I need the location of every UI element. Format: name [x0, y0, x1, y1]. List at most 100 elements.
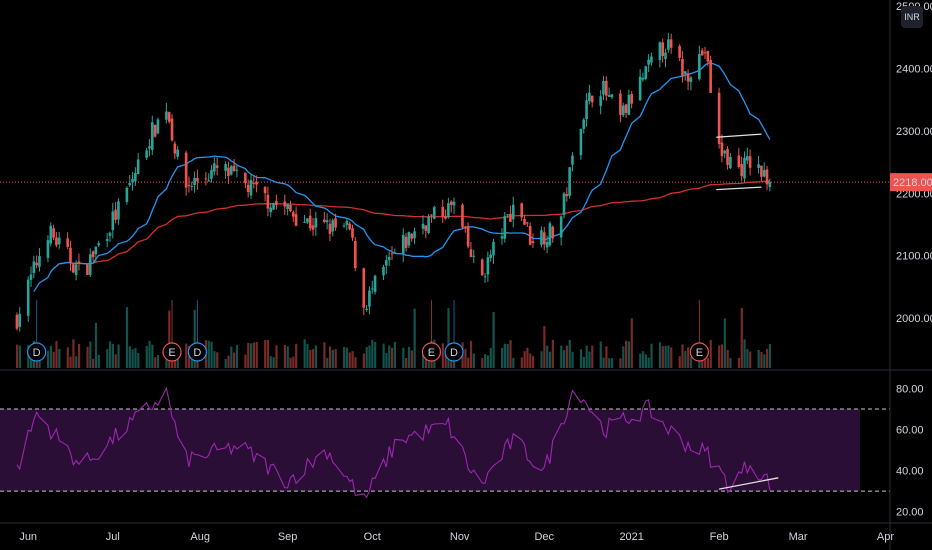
- volume-bar: [134, 347, 137, 368]
- candle: [424, 225, 428, 239]
- candle-body: [689, 77, 693, 83]
- candle-body: [548, 223, 552, 246]
- candle: [370, 280, 374, 294]
- volume-bar: [30, 356, 33, 368]
- candle: [215, 157, 219, 176]
- dividend-event-label: D: [450, 347, 458, 359]
- candle: [229, 164, 233, 176]
- candle: [57, 232, 61, 249]
- candle: [272, 202, 275, 210]
- candle-body: [407, 232, 411, 246]
- candle: [489, 249, 492, 262]
- volume-bar: [481, 357, 484, 368]
- volume-bar: [743, 339, 746, 368]
- candle-body: [351, 228, 354, 238]
- candle: [703, 46, 707, 59]
- volume-bar: [650, 343, 653, 368]
- candle: [170, 114, 174, 142]
- candle: [46, 235, 50, 263]
- candle: [661, 38, 664, 63]
- time-tick-label: Aug: [190, 531, 210, 543]
- candle-body: [97, 243, 100, 246]
- candle-body: [215, 165, 219, 168]
- candle: [74, 260, 78, 281]
- candle-body: [311, 225, 315, 230]
- candle-body: [365, 308, 368, 310]
- candle: [393, 248, 397, 254]
- volume-bar: [540, 351, 543, 368]
- volume-bar: [348, 352, 351, 368]
- candle-body: [249, 179, 253, 196]
- candle-body: [255, 181, 258, 185]
- candle: [348, 221, 351, 231]
- candle: [342, 222, 346, 228]
- volume-bar: [619, 358, 622, 368]
- candle: [506, 214, 509, 218]
- candle: [627, 89, 631, 116]
- candle-body: [136, 159, 140, 175]
- volume-bar: [295, 343, 298, 368]
- candle: [585, 93, 588, 127]
- candle: [224, 161, 227, 179]
- volume-bar: [760, 351, 763, 368]
- rsi-tick-label: 40.00: [896, 466, 924, 478]
- volume-bar: [264, 340, 267, 368]
- volume-bar: [548, 351, 552, 368]
- volume-bar: [684, 351, 687, 368]
- volume-bar: [151, 344, 154, 368]
- volume-bar: [608, 358, 611, 368]
- candle: [480, 258, 484, 276]
- candle: [551, 225, 555, 243]
- candle: [765, 165, 769, 191]
- candle: [117, 198, 120, 225]
- volume-bar: [718, 345, 721, 368]
- candle: [667, 32, 670, 53]
- volume-bar: [591, 345, 594, 368]
- candle: [246, 179, 250, 198]
- candle-body: [492, 242, 495, 256]
- candle: [373, 274, 377, 295]
- candle-body: [430, 214, 433, 216]
- candle: [244, 172, 247, 189]
- candle-body: [26, 279, 30, 316]
- candle: [29, 266, 33, 287]
- candle: [726, 146, 729, 170]
- volume-bar: [283, 344, 287, 368]
- candle: [469, 242, 473, 258]
- volume-bar: [588, 351, 591, 368]
- volume-bar: [272, 357, 275, 368]
- volume-bar: [351, 351, 354, 368]
- candle: [72, 262, 75, 274]
- volume-bar: [757, 349, 760, 368]
- candle: [638, 69, 642, 101]
- candle: [190, 181, 194, 191]
- candle: [196, 169, 199, 190]
- volume-bar: [106, 349, 109, 368]
- price-tick-label: 2300.00: [896, 126, 932, 138]
- candle: [531, 233, 535, 248]
- volume-bar: [58, 349, 61, 368]
- candle-body: [486, 257, 490, 275]
- candle: [757, 155, 760, 174]
- volume-bar: [92, 358, 95, 368]
- currency-badge[interactable]: INR: [901, 6, 923, 28]
- candle-body: [404, 236, 408, 248]
- volume-bar: [720, 344, 724, 368]
- candle-body: [664, 52, 667, 60]
- candle-body: [621, 105, 625, 116]
- candle: [571, 152, 574, 172]
- volume-bar: [216, 352, 219, 368]
- volume-bar: [512, 357, 515, 368]
- volume-bar: [255, 342, 258, 368]
- candle-body: [509, 213, 512, 222]
- volume-bar: [393, 341, 396, 368]
- volume-bar: [664, 345, 667, 368]
- candle-body: [210, 169, 213, 179]
- volume-bar: [145, 345, 148, 368]
- time-tick-label: 2021: [619, 531, 643, 543]
- candle-body: [91, 251, 95, 258]
- volume-bar: [224, 358, 227, 368]
- volume-bar: [560, 345, 563, 368]
- candle: [49, 222, 53, 247]
